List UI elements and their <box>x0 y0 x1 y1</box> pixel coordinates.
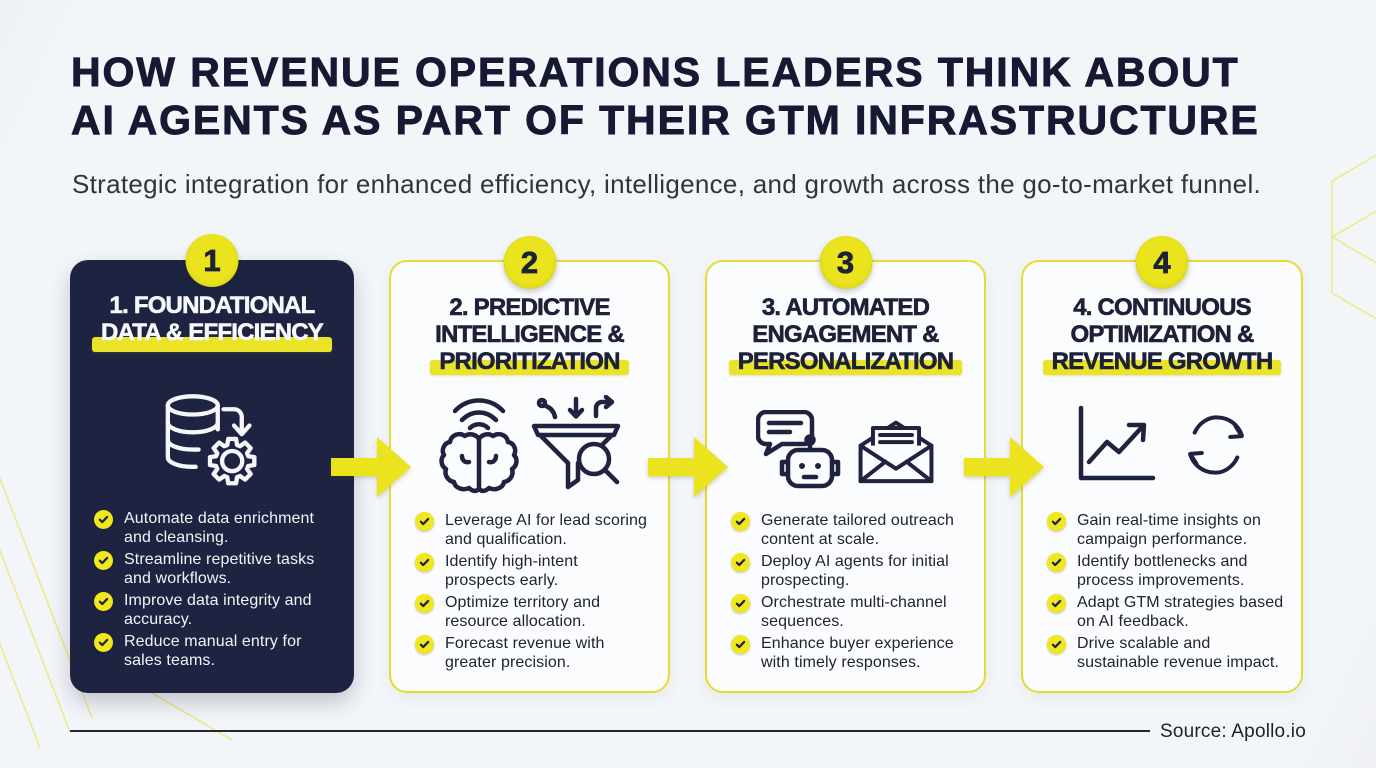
card-title: 3. AUTOMATED ENGAGEMENT & PERSONALIZATIO… <box>728 294 962 375</box>
card-checklist: Leverage AI for lead scoring and qualifi… <box>415 511 656 675</box>
card-title: 2. PREDICTIVE INTELLIGENCE & PRIORITIZAT… <box>430 294 630 375</box>
list-item: Generate tailored outreach content at sc… <box>731 511 972 549</box>
card-icons <box>391 390 668 500</box>
step-number: 4 <box>1153 244 1171 280</box>
page-subtitle: Strategic integration for enhanced effic… <box>72 169 1262 199</box>
card-checklist: Automate data enrichment and cleansing. … <box>94 509 342 673</box>
check-icon <box>415 553 434 572</box>
step-card-4: 4 4. CONTINUOUS OPTIMIZATION & REVENUE G… <box>1021 236 1303 693</box>
list-item: Improve data integrity and accuracy. <box>94 591 342 629</box>
database-sync-gear-icon <box>165 394 258 487</box>
list-item: Deploy AI agents for initial prospecting… <box>731 552 972 590</box>
list-item: Reduce manual entry for sales teams. <box>94 632 342 670</box>
check-icon <box>731 553 750 572</box>
list-item: Adapt GTM strategies based on AI feedbac… <box>1047 593 1289 631</box>
check-icon <box>415 594 434 613</box>
step-number: 3 <box>836 244 855 280</box>
list-item: Drive scalable and sustainable revenue i… <box>1047 634 1289 672</box>
list-item: Optimize territory and resource allocati… <box>415 593 656 631</box>
card-icons <box>70 384 354 494</box>
list-item: Streamline repetitive tasks and workflow… <box>94 550 342 588</box>
brain-signal-icon <box>438 398 519 494</box>
list-item: Automate data enrichment and cleansing. <box>94 509 342 547</box>
card-title: 1. FOUNDATIONAL DATA & EFFICIENCY <box>92 292 332 352</box>
growth-chart-icon <box>1078 405 1155 481</box>
list-item: Identify high-intent prospects early. <box>415 552 656 590</box>
list-item: Identify bottlenecks and process improve… <box>1047 552 1289 590</box>
step-card-2: 2 2. PREDICTIVE INTELLIGENCE & PRIORITIZ… <box>389 236 670 693</box>
step-number: 2 <box>520 244 539 280</box>
step-card-1: 1 1. FOUNDATIONAL DATA & EFFICIENCY <box>70 234 354 693</box>
step-number-badge: 1 <box>185 234 239 287</box>
source-attribution: Source: Apollo.io <box>1160 721 1306 742</box>
cycle-arrows-icon <box>1187 415 1244 475</box>
card-icons <box>707 396 984 506</box>
page-title: HOW REVENUE OPERATIONS LEADERS THINK ABO… <box>71 49 1260 144</box>
step-number-badge: 3 <box>819 236 872 289</box>
list-item: Orchestrate multi-channel sequences. <box>731 593 972 631</box>
step-number-badge: 2 <box>503 236 556 289</box>
step-number: 1 <box>203 242 221 278</box>
highlighted-title-text: PRIORITIZATION <box>430 348 630 375</box>
footer-divider <box>70 730 1150 732</box>
highlighted-title-text: PERSONALIZATION <box>728 348 962 375</box>
funnel-search-icon <box>531 395 620 490</box>
check-icon <box>731 594 750 613</box>
check-icon <box>1047 635 1066 654</box>
flow-arrow-icon <box>964 437 1044 497</box>
chatbot-icon <box>756 410 841 489</box>
flow-arrow-icon <box>648 437 728 497</box>
list-item: Enhance buyer experience with timely res… <box>731 634 972 672</box>
hexagon-decoration <box>1331 154 1376 320</box>
check-icon <box>94 592 113 611</box>
check-icon <box>94 551 113 570</box>
list-item: Forecast revenue with greater precision. <box>415 634 656 672</box>
check-icon <box>1047 553 1066 572</box>
list-item: Gain real-time insights on campaign perf… <box>1047 511 1289 549</box>
check-icon <box>94 510 113 529</box>
check-icon <box>415 635 434 654</box>
highlighted-title-text: DATA & EFFICIENCY <box>92 319 332 352</box>
step-number-badge: 4 <box>1135 236 1189 289</box>
highlighted-title-text: REVENUE GROWTH <box>1042 348 1282 375</box>
card-title: 4. CONTINUOUS OPTIMIZATION & REVENUE GRO… <box>1042 294 1282 375</box>
step-card-3: 3 3. AUTOMATED ENGAGEMENT & PERSONALIZAT… <box>705 236 986 693</box>
email-letter-icon <box>858 420 934 484</box>
check-icon <box>1047 594 1066 613</box>
flow-arrow-icon <box>331 437 411 497</box>
card-checklist: Generate tailored outreach content at sc… <box>731 511 972 675</box>
check-icon <box>94 633 113 652</box>
list-item: Leverage AI for lead scoring and qualifi… <box>415 511 656 549</box>
check-icon <box>1047 512 1066 531</box>
card-checklist: Gain real-time insights on campaign perf… <box>1047 511 1289 675</box>
card-icons <box>1023 390 1301 500</box>
check-icon <box>731 512 750 531</box>
check-icon <box>731 635 750 654</box>
check-icon <box>415 512 434 531</box>
